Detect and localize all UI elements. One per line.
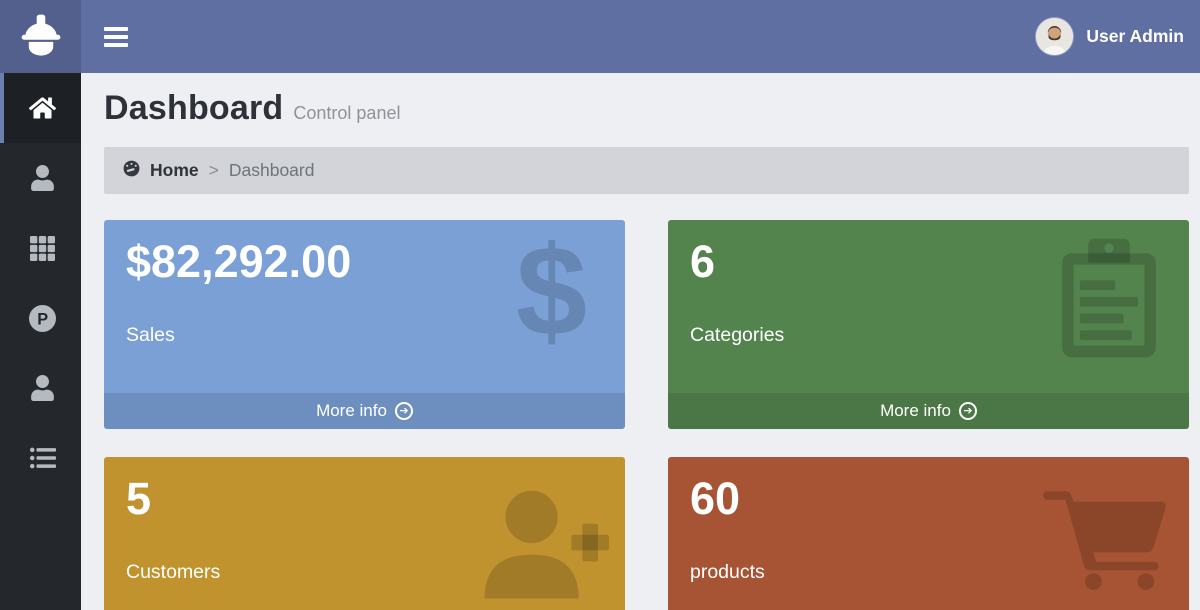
more-info-label: More info bbox=[880, 401, 951, 420]
arrow-circle-right-icon: ➔ bbox=[394, 402, 413, 420]
sidebar-item-user[interactable] bbox=[0, 143, 81, 213]
breadcrumb-current: Dashboard bbox=[228, 160, 315, 180]
customers-label: Customers bbox=[126, 560, 221, 583]
page-subtitle: Control panel bbox=[293, 103, 401, 123]
stat-box-sales: $82,292.00 Sales $ More info ➔ bbox=[104, 220, 625, 429]
content-area: Dashboard Control panel Home > Dashboard bbox=[81, 73, 1200, 610]
sidebar-item-customers[interactable] bbox=[0, 353, 81, 423]
sales-more-info-link[interactable]: More info ➔ bbox=[104, 393, 625, 429]
more-info-label: More info bbox=[316, 401, 387, 420]
list-icon bbox=[29, 445, 56, 471]
svg-text:P: P bbox=[37, 310, 48, 328]
breadcrumb-separator: > bbox=[208, 160, 219, 180]
user-menu[interactable]: User Admin bbox=[1036, 18, 1200, 55]
products-label: products bbox=[690, 560, 765, 583]
stat-box-customers: 5 Customers More info ➔ bbox=[104, 457, 625, 610]
sidebar-item-products-p[interactable]: P bbox=[0, 283, 81, 353]
dollar-icon: $ bbox=[515, 220, 587, 363]
stat-boxes: $82,292.00 Sales $ More info ➔ 6 Categor… bbox=[104, 220, 1189, 610]
grid-icon bbox=[30, 235, 55, 261]
hard-hat-icon bbox=[18, 11, 64, 62]
sales-value: $82,292.00 bbox=[126, 236, 352, 287]
page-header: Dashboard Control panel bbox=[104, 89, 1189, 133]
stat-box-customers-body: 5 Customers bbox=[104, 457, 625, 600]
stat-box-categories-body: 6 Categories bbox=[668, 220, 1189, 363]
p-circle-icon: P bbox=[29, 304, 56, 332]
categories-label: Categories bbox=[690, 323, 785, 346]
stat-box-products-body: 60 products bbox=[668, 457, 1189, 600]
breadcrumb-home-link[interactable]: Home bbox=[122, 159, 199, 183]
app-logo[interactable] bbox=[0, 0, 81, 73]
stat-box-sales-body: $82,292.00 Sales bbox=[104, 220, 625, 363]
sales-label: Sales bbox=[126, 323, 175, 346]
clipboard-list-icon bbox=[1057, 236, 1161, 367]
sidebar-toggle-button[interactable] bbox=[104, 26, 128, 47]
user-avatar bbox=[1036, 18, 1074, 55]
user-icon bbox=[31, 375, 54, 401]
user-plus-icon bbox=[473, 483, 609, 604]
breadcrumb: Home > Dashboard bbox=[104, 147, 1189, 194]
shopping-cart-icon bbox=[1043, 485, 1169, 595]
home-icon bbox=[29, 96, 56, 120]
user-icon bbox=[31, 165, 54, 191]
stat-box-categories: 6 Categories More info bbox=[668, 220, 1189, 429]
products-value: 60 bbox=[690, 473, 741, 524]
user-name-label: User Admin bbox=[1086, 26, 1184, 46]
stat-box-products: 60 products More info ➔ bbox=[668, 457, 1189, 610]
sidebar-item-grid[interactable] bbox=[0, 213, 81, 283]
categories-more-info-link[interactable]: More info ➔ bbox=[668, 393, 1189, 429]
sidebar-item-list[interactable] bbox=[0, 423, 81, 493]
categories-value: 6 bbox=[690, 236, 716, 287]
sidebar-item-home[interactable] bbox=[0, 73, 81, 143]
dashboard-gauge-icon bbox=[122, 159, 141, 183]
customers-value: 5 bbox=[126, 473, 152, 524]
breadcrumb-home-label: Home bbox=[150, 160, 199, 180]
top-navbar: User Admin bbox=[0, 0, 1200, 73]
page-title: Dashboard bbox=[104, 89, 284, 127]
sidebar-nav: P bbox=[0, 73, 81, 610]
arrow-circle-right-icon: ➔ bbox=[958, 402, 977, 420]
